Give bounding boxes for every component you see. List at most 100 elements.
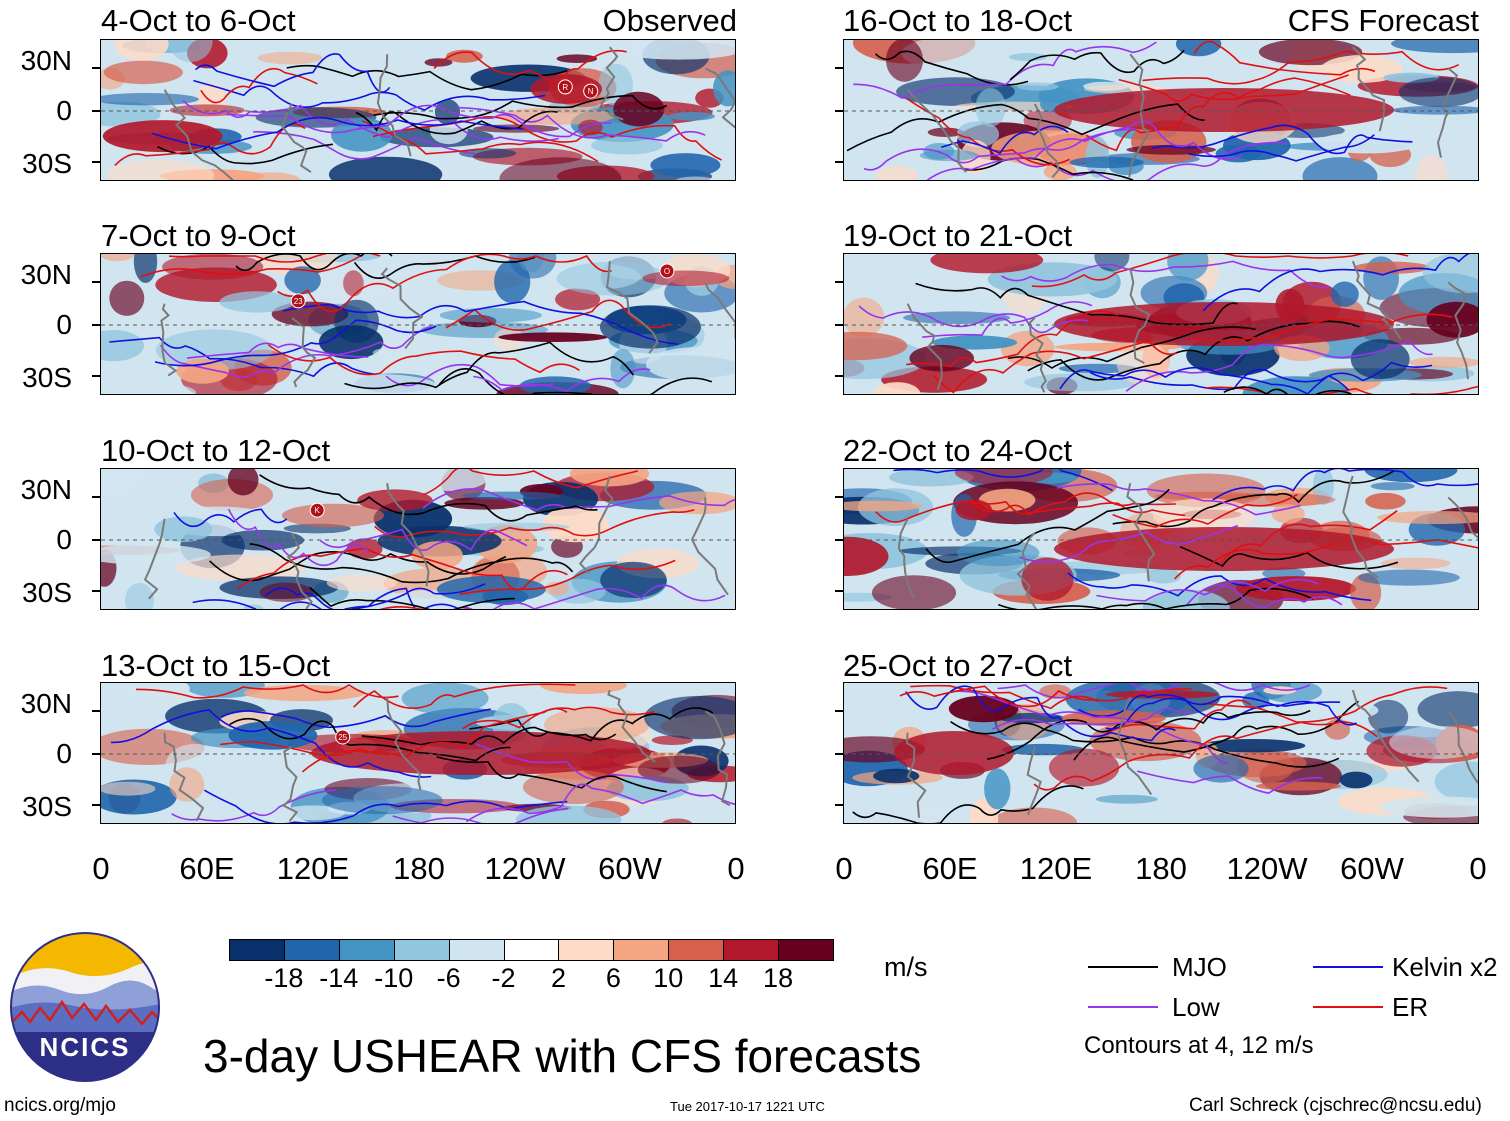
storm-marker-label: R: [562, 83, 568, 92]
contour-line: [991, 707, 1193, 730]
lat-30n: 30N: [20, 259, 72, 290]
colorbar-label: -6: [436, 963, 461, 993]
shear-anomaly-blob: [544, 707, 650, 742]
contour-line: [1031, 254, 1409, 288]
contour-line: [220, 740, 413, 757]
lon-120w-left: 120W: [484, 851, 566, 886]
shear-anomaly-blob: [987, 262, 1118, 297]
map-panel: 23 O: [100, 253, 736, 395]
contour-line: [171, 789, 337, 822]
panel-title-5: 16-Oct to 18-Oct: [843, 3, 1073, 38]
coastline: [281, 746, 299, 822]
contour-line: [455, 106, 706, 142]
y-tick: [835, 590, 843, 592]
coastline: [906, 89, 967, 173]
shear-anomaly-blob: [101, 469, 145, 498]
shear-anomaly-blob: [103, 60, 183, 85]
lat-30s: 30S: [22, 791, 72, 822]
lon-60w-left: 60W: [598, 851, 662, 886]
contour-line: [282, 300, 679, 345]
contour-line: [194, 53, 391, 93]
coastline: [607, 689, 656, 763]
storm-marker-circle: [290, 293, 306, 309]
storm-marker: R: [557, 79, 573, 95]
coastline: [1117, 696, 1153, 796]
coastline: [704, 67, 735, 129]
storm-marker-circle: [659, 263, 675, 279]
colorbar-label: 10: [653, 963, 684, 993]
lat-30s: 30S: [22, 148, 72, 179]
shear-heatmap: [844, 40, 1478, 180]
coastline: [1351, 689, 1420, 783]
coastline: [906, 303, 943, 391]
map-panel: [843, 253, 1479, 395]
contour-line: [267, 344, 580, 376]
lat-0: 0: [56, 95, 72, 126]
contour-line: [1118, 74, 1349, 103]
shear-anomaly-blob: [1417, 691, 1478, 729]
contour-line: [220, 708, 491, 729]
shear-anomaly-blob: [328, 156, 443, 180]
contour-line: [1059, 366, 1350, 394]
lon-0-end-right: 0: [1469, 851, 1487, 886]
contour-line: [922, 301, 1093, 338]
contour-line: [361, 726, 617, 746]
contour-line: [374, 509, 695, 538]
contour-line: [445, 299, 671, 331]
y-tick: [835, 375, 843, 377]
shear-anomaly-blob: [956, 121, 1000, 148]
shear-anomaly-blob: [1193, 754, 1249, 783]
y-tick: [92, 496, 100, 498]
shear-anomaly-blob: [101, 254, 135, 262]
shear-anomaly-blob: [1379, 796, 1478, 818]
contour-line: [301, 707, 568, 773]
shear-anomaly-blob: [610, 348, 636, 389]
shear-anomaly-blob: [844, 536, 889, 576]
lon-180-left: 180: [393, 851, 445, 886]
shear-anomaly-blob: [1434, 761, 1478, 802]
y-tick: [92, 375, 100, 377]
shear-anomaly-blob: [1377, 511, 1478, 524]
shear-anomaly-blob: [975, 88, 1006, 127]
shear-anomaly-blob: [668, 112, 715, 121]
shear-anomaly-blob: [1408, 356, 1478, 369]
shear-anomaly-blob: [401, 683, 489, 715]
shear-anomaly-blob: [227, 469, 259, 496]
shear-anomaly-blob: [984, 768, 1011, 810]
colorbar-label: 2: [550, 963, 566, 993]
contour-line: [952, 690, 1229, 764]
y-tick: [92, 710, 100, 712]
y-tick: [835, 753, 843, 755]
shear-anomaly-blob: [101, 330, 145, 362]
colorbar-label: -2: [491, 963, 516, 993]
contour-line: [1151, 124, 1413, 155]
shear-anomaly-blob: [919, 149, 979, 162]
legend-low-label: Low: [1172, 992, 1220, 1022]
contour-line: [253, 131, 476, 160]
shear-anomaly-blob: [871, 575, 957, 609]
storm-marker-circle: [309, 502, 325, 518]
contour-line: [438, 367, 713, 394]
shear-anomaly-blob: [1391, 105, 1478, 115]
shear-anomaly-blob: [169, 767, 205, 802]
contour-line: [379, 606, 502, 609]
contour-line: [1223, 386, 1352, 394]
storm-marker: K: [309, 502, 325, 518]
shear-anomaly-blob: [1255, 781, 1342, 791]
contour-line: [392, 807, 569, 823]
map-panel: [843, 39, 1479, 181]
contour-line: [203, 789, 568, 823]
lat-30n: 30N: [20, 688, 72, 719]
shear-anomaly-blob: [539, 683, 627, 695]
y-tick: [92, 804, 100, 806]
colorbar-swatch: [613, 939, 670, 961]
storm-marker: O: [659, 263, 675, 279]
shear-anomaly-blob: [1152, 498, 1256, 533]
shear-anomaly-blob: [519, 376, 591, 394]
contour-line: [941, 125, 1069, 155]
contour-line: [422, 488, 735, 511]
shear-anomaly-blob: [955, 499, 992, 521]
shear-anomaly-blob: [429, 116, 468, 145]
lon-60e-right: 60E: [922, 851, 978, 886]
contour-line: [1219, 510, 1398, 566]
